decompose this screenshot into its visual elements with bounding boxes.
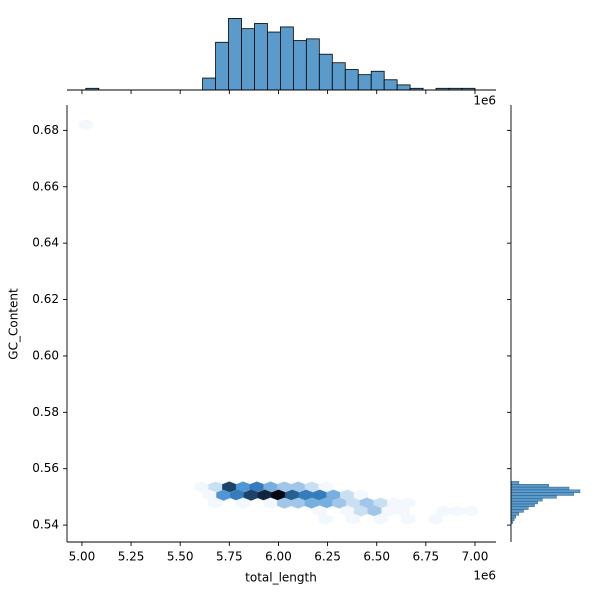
x-offset-label: 1e6 xyxy=(473,569,496,583)
x-hist-bar xyxy=(331,62,346,91)
x-tick-label: 6.00 xyxy=(265,550,292,564)
x-hist-bar xyxy=(344,69,359,91)
hex-cell xyxy=(318,513,333,525)
y-axis-label: GC_Content xyxy=(7,288,21,360)
x-hist-bar xyxy=(292,40,307,91)
y-tick-label: 0.56 xyxy=(32,461,59,475)
x-hist-bar xyxy=(305,38,320,91)
y-hist-bar xyxy=(510,509,524,513)
x-hist-bar xyxy=(202,77,216,91)
hex-cell xyxy=(401,513,416,525)
y-hist-bar xyxy=(510,503,535,507)
x-hist-bar xyxy=(280,26,294,91)
x-hist-bar xyxy=(396,84,411,91)
y-hist-bar xyxy=(510,486,570,491)
y-hist-bar xyxy=(510,489,581,493)
hex-cell xyxy=(450,505,465,517)
x-hist-bar xyxy=(228,18,242,91)
x-hist-bar xyxy=(215,41,229,91)
hex-cell xyxy=(208,497,223,509)
y-tick-label: 0.68 xyxy=(32,123,59,137)
x-hist-bar xyxy=(383,79,398,91)
x-hist-bar xyxy=(241,28,255,91)
y-hist-bar xyxy=(510,498,543,502)
hex-cell xyxy=(428,513,443,525)
x-offset-label: 1e6 xyxy=(473,94,496,108)
x-tick-label: 6.75 xyxy=(412,550,439,564)
x-axis-label: total_length xyxy=(245,571,317,585)
y-tick-label: 0.62 xyxy=(32,292,59,306)
y-hist-bar xyxy=(510,481,520,485)
hex-cell xyxy=(78,119,94,131)
hex-cell xyxy=(235,497,251,509)
x-hist-bar xyxy=(267,31,281,91)
x-tick-label: 5.50 xyxy=(167,550,194,564)
x-hist-bar xyxy=(370,70,385,91)
x-hist-bar xyxy=(318,53,333,91)
x-tick-label: 5.75 xyxy=(216,550,243,564)
hex-cell xyxy=(373,513,388,525)
hex-cell xyxy=(345,513,361,525)
y-tick-label: 0.66 xyxy=(32,179,59,193)
x-tick-label: 5.25 xyxy=(118,550,145,564)
y-hist-bar xyxy=(510,484,549,488)
y-hist-bar xyxy=(510,517,515,522)
x-hist-bar xyxy=(357,74,372,91)
x-tick-label: 5.00 xyxy=(69,550,96,564)
y-tick-label: 0.54 xyxy=(32,518,59,532)
y-hist-bar xyxy=(510,512,520,516)
x-tick-label: 6.25 xyxy=(314,550,341,564)
y-hist-bar xyxy=(510,506,529,510)
hex-cell xyxy=(463,505,479,517)
y-hist-bar xyxy=(510,495,557,499)
x-tick-label: 6.50 xyxy=(363,550,390,564)
y-tick-label: 0.58 xyxy=(32,405,59,419)
y-tick-label: 0.64 xyxy=(32,236,59,250)
x-hist-bar xyxy=(254,23,268,91)
x-tick-label: 7.00 xyxy=(462,550,489,564)
y-hist-bar xyxy=(510,500,538,505)
y-tick-label: 0.60 xyxy=(32,348,59,362)
y-hist-bar xyxy=(510,515,516,519)
y-hist-bar xyxy=(510,492,574,496)
